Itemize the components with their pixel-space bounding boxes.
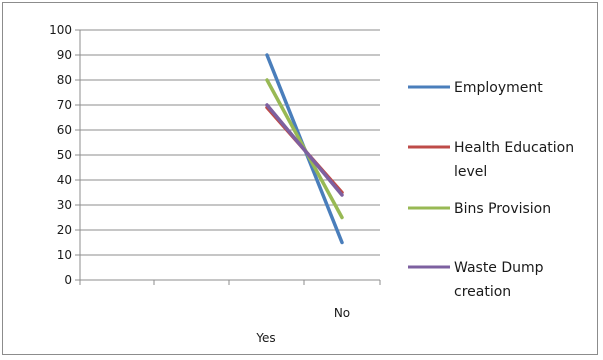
y-tick-label: 40 bbox=[57, 173, 72, 187]
chart-border bbox=[2, 2, 598, 355]
legend-label-2: Health Education bbox=[454, 140, 574, 156]
y-tick-label: 30 bbox=[57, 198, 72, 212]
y-tick-label: 60 bbox=[57, 123, 72, 137]
y-tick-label: 50 bbox=[57, 148, 72, 162]
legend-label-4: creation bbox=[454, 284, 511, 300]
y-tick-label: 0 bbox=[64, 273, 72, 287]
legend-label-3: Bins Provision bbox=[454, 201, 551, 217]
series-line-4 bbox=[265, 103, 344, 197]
legend-label-1: Employment bbox=[454, 80, 543, 96]
legend-label-4: Waste Dump bbox=[454, 260, 544, 276]
y-tick-label: 10 bbox=[57, 248, 72, 262]
legend-label-2: level bbox=[454, 164, 487, 180]
y-tick-label: 100 bbox=[49, 23, 72, 37]
y-tick-label: 80 bbox=[57, 73, 72, 87]
y-tick-label: 90 bbox=[57, 48, 72, 62]
x-tick-label-yes: Yes bbox=[255, 331, 275, 345]
y-tick-label: 20 bbox=[57, 223, 72, 237]
x-tick-label-no: No bbox=[334, 306, 350, 320]
y-tick-label: 70 bbox=[57, 98, 72, 112]
